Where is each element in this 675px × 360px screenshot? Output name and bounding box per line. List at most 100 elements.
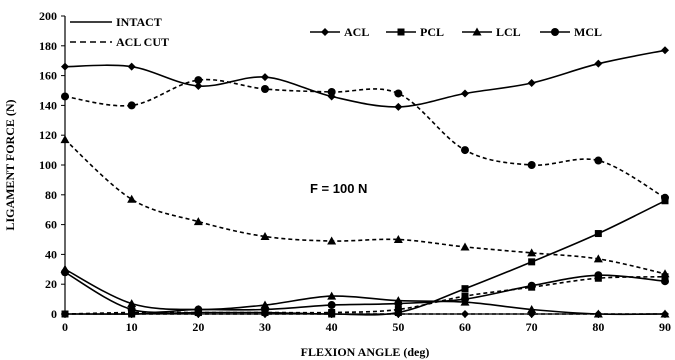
data-point-lcl-intact [460,297,470,306]
y-axis-label: LIGAMENT FORCE (N) [3,99,17,230]
data-point-mcl-acl-cut [461,146,469,155]
series-line-acl-intact [64,49,666,108]
data-point-pcl-acl-cut [394,306,402,314]
series-mcl-intact [61,268,669,314]
series-line-lcl-intact [64,268,666,316]
series-lcl-intact [60,264,670,318]
x-tick-label: 20 [192,320,204,334]
x-tick-label: 80 [592,320,604,334]
data-point-mcl-acl-cut [594,156,603,165]
series-line-pcl-acl-cut [64,276,666,315]
axes: 0 20 40 60 80 100 120 140 160 180 200 0 10 20 30 40 50 60… [39,9,671,334]
data-point-lcl-intact [260,300,270,309]
series-line-lcl-acl-cut [64,139,666,275]
x-tick-label: 40 [326,320,338,334]
data-point-acl-acl-cut [394,310,403,318]
x-tick-label: 10 [126,320,138,334]
data-point-pcl-acl-cut [528,283,536,291]
y-tick-label: 20 [45,277,57,291]
data-point-acl-acl-cut [527,310,536,318]
data-point-lcl-intact [393,296,403,305]
data-point-lcl-acl-cut [460,242,470,251]
x-tick-label: 90 [659,320,671,334]
series-line-mcl-acl-cut [64,78,666,199]
series-acl-acl-cut [61,310,669,318]
legend-label-acl: ACL [344,25,369,39]
data-point-mcl-acl-cut [61,92,69,101]
data-point-lcl-acl-cut [593,254,603,263]
y-tick-label: 160 [39,69,57,83]
data-point-acl-acl-cut [194,310,203,318]
data-point-lcl-acl-cut [193,217,203,226]
data-point-mcl-acl-cut [194,76,203,85]
y-tick-label: 120 [39,128,57,142]
data-point-lcl-acl-cut [60,135,70,144]
data-point-pcl-intact [528,258,536,266]
data-point-lcl-acl-cut [393,235,403,243]
data-point-lcl-acl-cut [327,236,337,245]
data-point-mcl-acl-cut [327,87,336,96]
data-point-mcl-acl-cut [261,85,269,94]
legend-label-acl-cut: ACL CUT [116,35,169,49]
data-point-pcl-acl-cut [461,292,469,300]
data-point-lcl-intact [327,291,337,300]
force-annotation: F = 100 N [310,181,367,196]
y-tick-label: 140 [39,98,57,112]
data-point-acl-acl-cut [127,310,136,318]
legend-marker-mcl [551,28,559,36]
legend-marker-acl [321,28,329,36]
x-axis-label: FLEXION ANGLE (deg) [301,345,430,359]
data-point-acl-acl-cut [61,310,69,318]
data-point-lcl-acl-cut [527,248,537,257]
series-layer [60,46,670,318]
data-point-acl-acl-cut [661,310,669,318]
y-tick-label: 40 [45,247,57,261]
data-point-mcl-acl-cut [394,89,403,98]
data-point-pcl-acl-cut [594,274,602,282]
data-point-acl-intact [261,73,269,82]
x-tick-label: 30 [259,320,271,334]
data-point-mcl-intact [327,301,336,310]
data-point-acl-intact [127,62,136,71]
data-point-lcl-intact [527,305,537,314]
data-point-lcl-acl-cut [127,194,137,203]
y-tick-label: 100 [39,158,57,172]
data-point-lcl-acl-cut [260,232,270,241]
data-point-pcl-intact [594,230,602,238]
data-point-pcl-acl-cut [661,273,669,281]
data-point-mcl-acl-cut [527,161,536,169]
data-point-acl-intact [61,62,69,71]
legend-label-pcl: PCL [420,25,444,39]
x-tick-label: 50 [392,320,404,334]
series-mcl-acl-cut [61,76,669,202]
series-pcl-acl-cut [61,273,669,318]
legend-label-intact: INTACT [116,15,162,29]
x-tick-label: 0 [62,320,68,334]
series-pcl-intact [61,197,669,318]
data-point-acl-acl-cut [327,310,336,318]
x-tick-label: 70 [526,320,538,334]
data-point-pcl-intact [461,285,469,293]
series-line-mcl-intact [64,271,666,314]
legend-label-mcl: MCL [574,25,602,39]
data-point-acl-acl-cut [261,310,269,318]
legend-marker-lcl [472,27,482,36]
y-tick-label: 180 [39,39,57,53]
series-lcl-acl-cut [60,135,670,278]
data-point-mcl-acl-cut [661,193,669,202]
data-point-acl-intact [527,79,536,88]
y-tick-label: 60 [45,218,57,232]
data-point-acl-intact [194,82,203,91]
y-tick-label: 0 [51,307,57,321]
legend: INTACT ACL CUT ACL PCL LCL MCL [70,15,602,49]
series-acl-intact [61,46,669,111]
data-point-mcl-acl-cut [127,101,136,110]
data-point-acl-intact [661,46,669,55]
legend-marker-pcl [397,28,405,36]
legend-label-lcl: LCL [496,25,521,39]
x-tick-label: 60 [459,320,471,334]
data-point-acl-acl-cut [594,310,603,318]
data-point-acl-acl-cut [461,310,469,318]
data-point-acl-intact [461,89,469,98]
